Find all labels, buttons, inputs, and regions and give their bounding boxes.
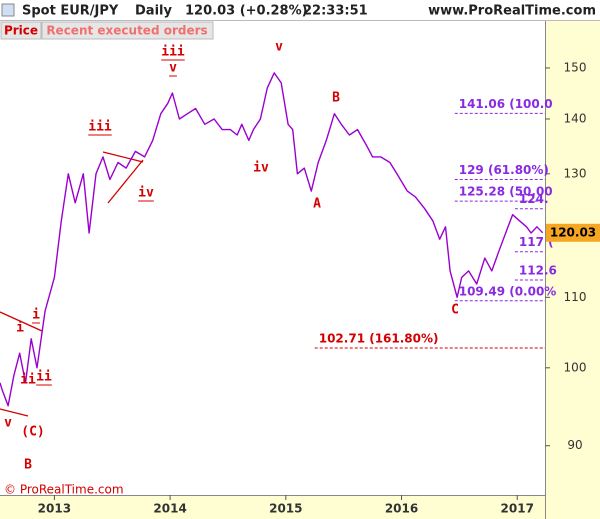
menu-icon[interactable] (1, 3, 15, 17)
wave-label: iv (253, 161, 269, 176)
fib-label: 109.49 (0.00% (459, 284, 557, 298)
x-tick-label: 2016 (385, 502, 418, 516)
wave-label: ii (36, 370, 52, 385)
x-tick-label: 2017 (501, 502, 534, 516)
wave-label: C (451, 303, 459, 318)
symbol: Spot EUR/JPY (22, 4, 119, 19)
wave-label: v (275, 40, 283, 55)
copyright: © ProRealTime.com (4, 483, 124, 497)
fib-label: 125.28 (50.00 (459, 185, 553, 199)
orders-button-label: Recent executed orders (46, 24, 207, 38)
x-tick-label: 2015 (269, 502, 302, 516)
y-tick-label: 110 (564, 290, 587, 304)
fib-label: 129 (61.80%) (459, 163, 549, 177)
time: 22:33:51 (303, 4, 368, 19)
y-tick-label: 130 (564, 166, 587, 180)
wave-label: iv (138, 186, 154, 201)
fib-label: 117 ( (519, 235, 554, 249)
wave-label: A (313, 197, 321, 212)
price-button[interactable] (0, 21, 42, 40)
fib-label: 141.06 (100.0 (459, 97, 553, 111)
last-price-label: 120.03 (550, 225, 596, 239)
x-tick-label: 2013 (38, 502, 71, 516)
wave-label: i (16, 321, 24, 336)
site: www.ProRealTime.com (428, 4, 596, 19)
y-tick-label: 140 (564, 111, 587, 125)
x-axis-band (0, 495, 600, 519)
period: Daily (135, 4, 172, 19)
y-axis-band (545, 20, 600, 519)
quote: 120.03 (+0.28%) (185, 4, 308, 19)
y-tick-label: 90 (567, 438, 582, 452)
last-price-box (546, 223, 600, 242)
x-tick-label: 2014 (153, 502, 186, 516)
y-tick-label: 150 (564, 60, 587, 74)
orders-button[interactable] (41, 21, 214, 40)
fib-label: 112.6 (519, 264, 557, 278)
wave-label: iii (88, 120, 112, 135)
wave-label: v (169, 61, 177, 76)
wave-label: B (332, 91, 340, 106)
wave-label: i (32, 308, 40, 323)
fib-label: 102.71 (161.80%) (319, 332, 439, 346)
y-tick-label: 100 (564, 360, 587, 374)
price-line (0, 72, 544, 407)
fib-label: 124. (519, 192, 549, 206)
wave-label: B (24, 458, 32, 473)
wave-label: ii (20, 373, 36, 388)
wave-label: v (4, 416, 12, 431)
wave-label: iii (161, 45, 185, 60)
wave-label: (C) (21, 425, 44, 440)
price-button-label: Price (4, 24, 38, 38)
trendlines (0, 151, 144, 417)
